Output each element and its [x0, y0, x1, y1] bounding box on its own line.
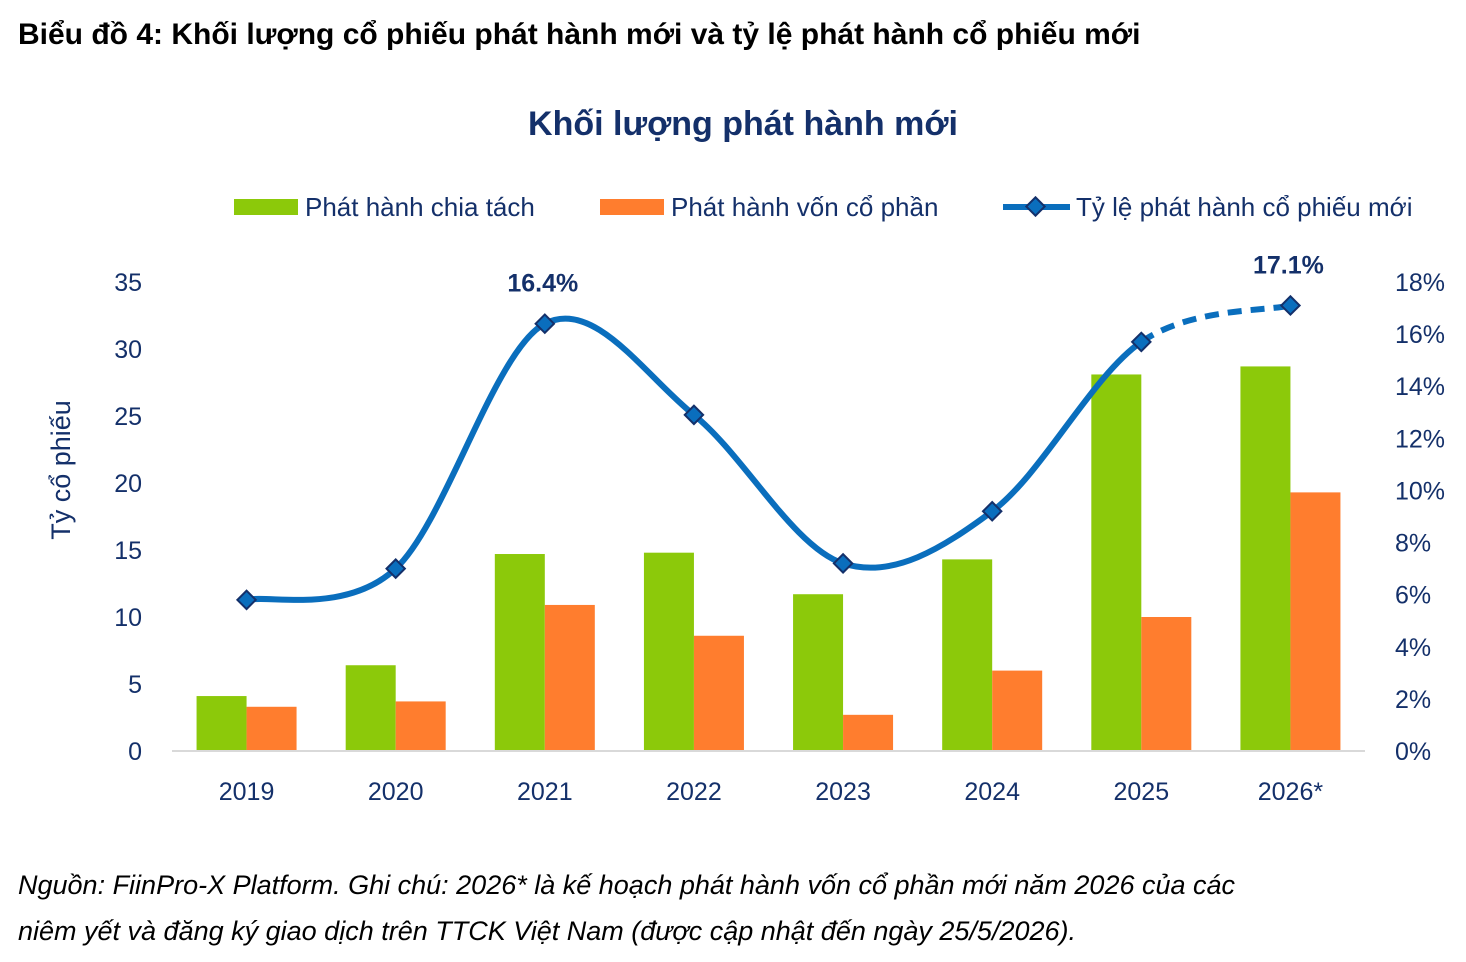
bar-split [643, 552, 694, 751]
source-note-line-2: niêm yết và đăng ký giao dịch trên TTCK … [18, 916, 1077, 946]
y-tick-label: 10 [114, 604, 142, 632]
legend-label-equity: Phát hành vốn cổ phần [671, 192, 938, 222]
ratio-data-label: 16.4% [507, 270, 578, 298]
y-tick-label: 15 [114, 537, 142, 565]
combo-chart: Khối lượng phát hành mới Phát hành chia … [46, 105, 1445, 806]
x-tick-label: 2025 [1114, 778, 1170, 806]
bar-split [942, 559, 993, 751]
ratio-marker [1130, 331, 1152, 353]
source-note-line-1: Nguồn: FiinPro-X Platform. Ghi chú: 2026… [18, 870, 1236, 900]
y-tick-label: 20 [114, 470, 142, 498]
bar-equity [843, 714, 894, 751]
category-labels: 2019 2020 2021 2022 2023 2024 2025 2026* [219, 778, 1324, 806]
ratio-marker [385, 558, 407, 580]
right-axis-ticks: 0% 2% 4% 6% 8% 10% 12% 14% 16% 18% [1395, 269, 1445, 766]
y2-tick-label: 10% [1395, 477, 1445, 505]
bar-equity [693, 635, 744, 751]
y-tick-label: 35 [114, 269, 142, 297]
y2-tick-label: 0% [1395, 738, 1431, 766]
ratio-marker [534, 313, 556, 335]
bar-split [1091, 374, 1142, 751]
bar-equity [395, 701, 446, 751]
x-tick-label: 2022 [666, 778, 722, 806]
x-tick-label: 2026* [1258, 778, 1324, 806]
ratio-data-label: 17.1% [1253, 251, 1324, 279]
y2-tick-label: 16% [1395, 321, 1445, 349]
bar-equity [544, 604, 595, 751]
legend-label-split: Phát hành chia tách [305, 192, 535, 222]
ratio-marker [832, 552, 854, 575]
bar-split [793, 594, 844, 751]
y2-tick-label: 2% [1395, 686, 1431, 714]
x-tick-label: 2020 [368, 778, 424, 806]
bar-split [1240, 366, 1291, 751]
ratio-line-series [235, 294, 1302, 611]
ratio-marker [683, 404, 705, 426]
x-tick-label: 2024 [964, 778, 1020, 806]
ratio-line-forecast [1139, 302, 1292, 345]
data-annotations: 16.4% 17.1% [507, 251, 1324, 297]
y-tick-label: 0 [128, 738, 142, 766]
left-axis-ticks: 0 5 10 15 20 25 30 35 [114, 269, 142, 766]
y2-tick-label: 18% [1395, 269, 1445, 297]
source-note: Nguồn: FiinPro-X Platform. Ghi chú: 2026… [18, 862, 1458, 954]
y-tick-label: 5 [128, 671, 142, 699]
legend-swatch-split [234, 199, 298, 215]
bar-split [196, 696, 247, 751]
x-tick-label: 2023 [815, 778, 871, 806]
ratio-marker [1279, 294, 1302, 317]
chart-title: Khối lượng phát hành mới [528, 105, 958, 143]
legend-label-ratio: Tỷ lệ phát hành cổ phiếu mới [1076, 192, 1412, 222]
ratio-marker [981, 500, 1003, 522]
x-tick-label: 2019 [219, 778, 275, 806]
legend: Phát hành chia tách Phát hành vốn cổ phầ… [234, 192, 1412, 222]
y2-tick-label: 12% [1395, 425, 1445, 453]
bar-split [494, 554, 545, 751]
y2-tick-label: 8% [1395, 530, 1431, 558]
bar-equity [992, 670, 1043, 751]
y2-tick-label: 6% [1395, 582, 1431, 610]
y-tick-label: 30 [114, 336, 142, 364]
figure-heading: Biểu đồ 4: Khối lượng cổ phiếu phát hành… [18, 18, 1141, 51]
bar-equity [1141, 617, 1192, 751]
x-tick-label: 2021 [517, 778, 573, 806]
bar-split [345, 665, 396, 751]
bar-equity [1290, 492, 1341, 751]
ratio-marker [235, 589, 258, 611]
legend-swatch-ratio-marker [1024, 195, 1047, 218]
legend-swatch-equity [600, 199, 664, 215]
bar-series [196, 366, 1341, 751]
y-axis-label: Tỷ cổ phiếu [46, 400, 76, 540]
y-tick-label: 25 [114, 403, 142, 431]
y2-tick-label: 14% [1395, 373, 1445, 401]
bar-equity [246, 706, 297, 751]
y2-tick-label: 4% [1395, 634, 1431, 662]
